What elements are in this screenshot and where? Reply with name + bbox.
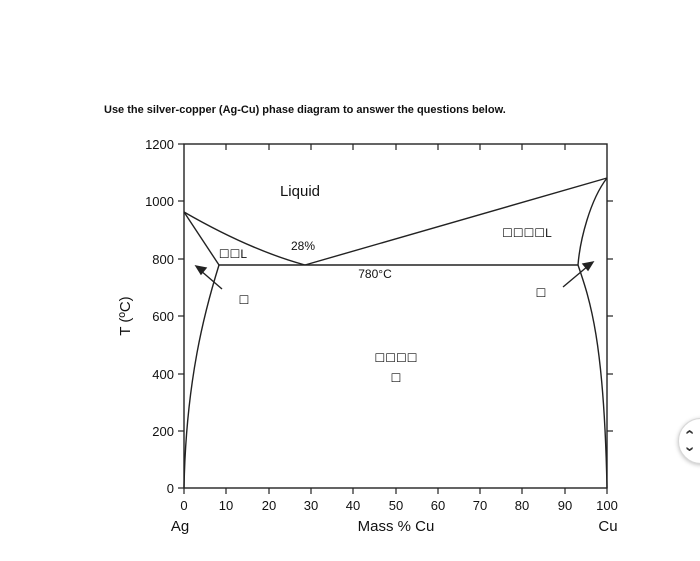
x-axis-ticks [183, 144, 608, 494]
center-region-label-line2: ☐ [391, 371, 402, 385]
liquid-region-label: Liquid [280, 183, 320, 200]
previous-arrow-icon[interactable]: ‹ [681, 429, 699, 435]
ag-solvus-line [183, 264, 220, 489]
x-tick-label: 0 [180, 498, 187, 513]
x-axis-label: Mass % Cu [358, 518, 435, 535]
x-tick-label: 100 [596, 498, 618, 513]
question-title: Use the silver-copper (Ag-Cu) phase diag… [104, 104, 506, 116]
eutectic-temperature-label: 780°C [358, 267, 392, 281]
cu-solidus-line [577, 177, 608, 266]
x-tick-label: 20 [262, 498, 276, 513]
right-arrow-head [581, 260, 595, 272]
phase-boundaries [183, 177, 608, 489]
cu-solvus-line [577, 264, 608, 489]
y-tick-label: 600 [152, 309, 174, 324]
eutectic-composition-label: 28% [291, 239, 315, 253]
y-tick-label: 1200 [145, 137, 174, 152]
x-tick-label: 40 [346, 498, 360, 513]
x-tick-label: 30 [304, 498, 318, 513]
right-two-phase-label: ☐☐☐☐L [502, 226, 552, 240]
ag-solidus-line [183, 211, 220, 266]
y-axis-ticks [178, 143, 613, 489]
ag-liquidus-line [183, 211, 306, 266]
x-tick-labels: 0 10 20 30 40 50 60 70 80 90 100 [180, 498, 617, 513]
x-tick-label: 80 [515, 498, 529, 513]
x-tick-label: 70 [473, 498, 487, 513]
y-tick-label: 800 [152, 252, 174, 267]
pointer-arrows [194, 260, 595, 290]
cu-liquidus-line [304, 177, 608, 266]
left-solid-label: ☐ [239, 293, 250, 307]
left-two-phase-label: ☐☐L [219, 247, 248, 261]
next-arrow-icon[interactable]: › [681, 446, 699, 452]
x-tick-label: 90 [558, 498, 572, 513]
y-tick-labels: 0 200 400 600 800 1000 1200 [145, 137, 174, 496]
x-tick-label: 10 [219, 498, 233, 513]
left-element-label: Ag [171, 518, 189, 535]
left-arrow-head [194, 264, 208, 276]
x-tick-label: 60 [431, 498, 445, 513]
center-region-label-line1: ☐☐☐☐ [374, 351, 417, 365]
x-tick-label: 50 [389, 498, 403, 513]
right-element-label: Cu [598, 518, 617, 535]
y-tick-label: 1000 [145, 194, 174, 209]
y-tick-label: 0 [167, 481, 174, 496]
y-axis-label: T (ºC) [117, 296, 134, 335]
y-tick-label: 400 [152, 367, 174, 382]
right-solid-label: ☐ [536, 286, 547, 300]
y-tick-label: 200 [152, 424, 174, 439]
